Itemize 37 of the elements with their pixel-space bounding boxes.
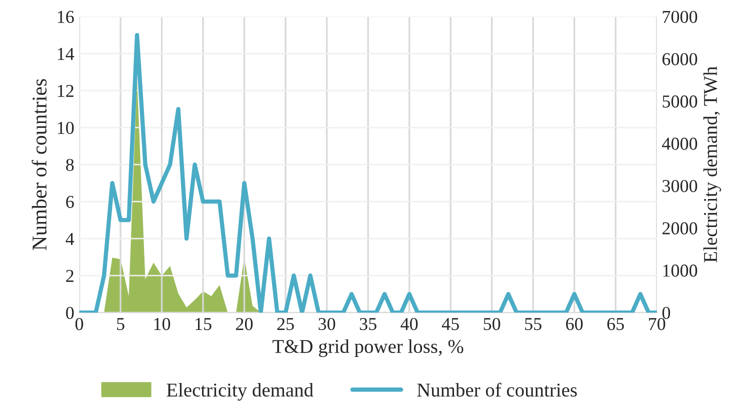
x-tick-label: 55	[525, 318, 542, 330]
x-tick-label: 35	[360, 318, 376, 330]
y2-tick-label: 6000	[662, 53, 698, 66]
x-tick-label: 25	[277, 318, 294, 330]
y-tick-label: 8	[66, 158, 74, 172]
y2-tick-label: 0	[662, 306, 670, 320]
y2-tick-label: 5000	[662, 95, 698, 108]
x-tick-label: 10	[154, 318, 170, 330]
y2-axis-title: Electricity demand, TWh	[703, 66, 722, 262]
y2-tick-label: 7000	[662, 10, 698, 23]
y-tick-label: 14	[58, 48, 74, 60]
x-tick-label: 60	[566, 318, 583, 330]
legend-label: Electricity demand	[166, 382, 314, 401]
y2-tick-label: 2000	[662, 222, 698, 234]
x-tick-label: 20	[236, 318, 253, 330]
x-tick-label: 15	[196, 318, 212, 330]
y-tick-label: 16	[58, 10, 74, 23]
x-tick-label: 45	[442, 318, 459, 330]
y2-tick-label: 4000	[662, 138, 698, 150]
y2-tick-label: 1000	[663, 264, 698, 277]
y2-tick-label: 3000	[662, 180, 698, 192]
x-tick-label: 70	[649, 318, 666, 330]
x-tick-label: 30	[318, 318, 336, 330]
y-tick-label: 10	[58, 122, 74, 134]
legend-label: Number of countries	[417, 382, 577, 397]
x-axis-title: T&D grid power loss, %	[272, 339, 464, 358]
y-tick-label: 0	[66, 306, 74, 320]
x-tick-label: 40	[400, 318, 418, 330]
x-tick-label: 50	[484, 318, 500, 330]
y-tick-label: 6	[66, 196, 74, 208]
y-tick-label: 12	[58, 84, 74, 97]
x-tick-label: 5	[117, 318, 124, 330]
x-tick-label: 0	[75, 318, 84, 330]
x-tick-label: 65	[607, 318, 624, 330]
y-tick-label: 2	[66, 270, 74, 282]
y-axis-title: Number of countries	[32, 79, 47, 250]
y-tick-label: 4	[66, 232, 74, 245]
